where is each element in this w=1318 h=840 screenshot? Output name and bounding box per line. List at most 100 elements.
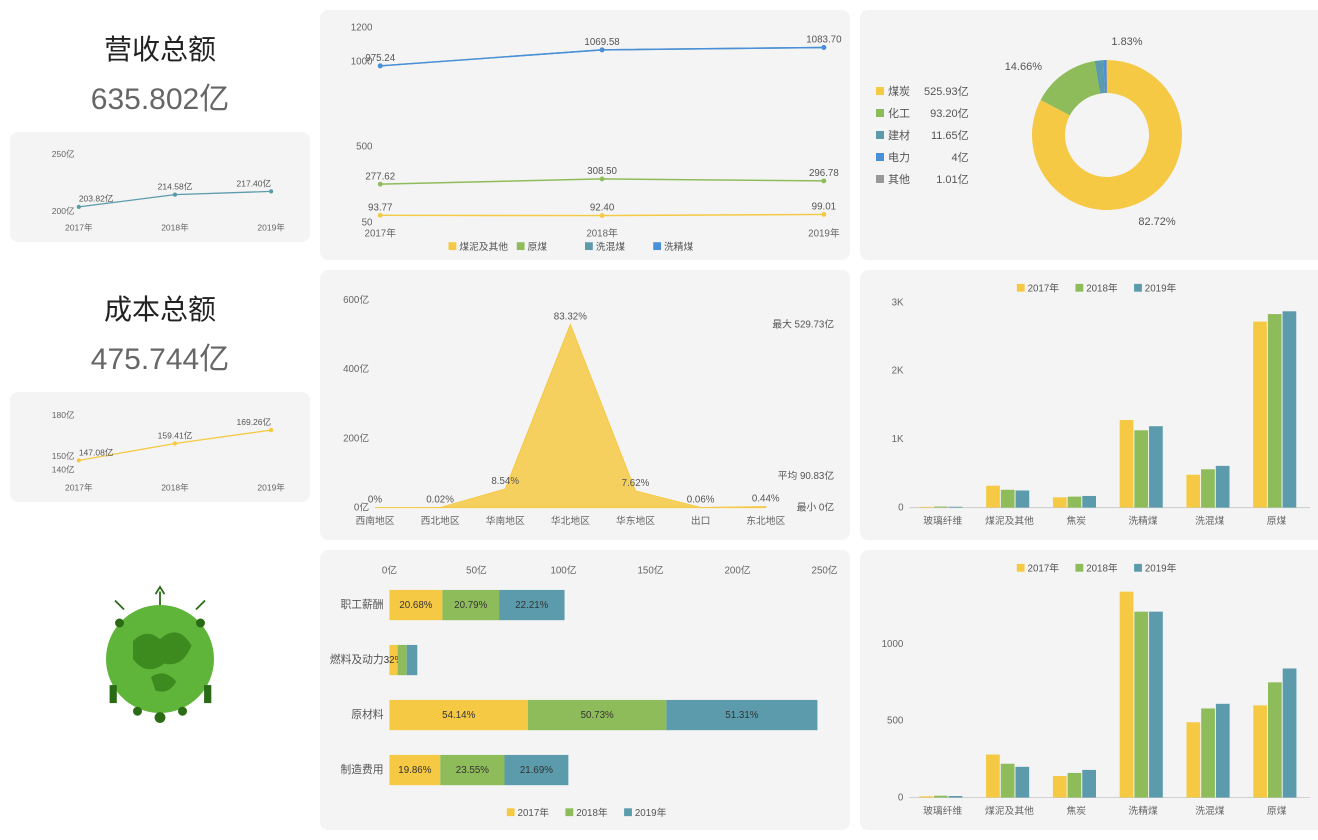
svg-text:玻璃纤维: 玻璃纤维 bbox=[923, 514, 962, 527]
svg-text:0%: 0% bbox=[368, 495, 382, 506]
svg-text:原煤: 原煤 bbox=[1267, 514, 1287, 527]
svg-text:19.86%: 19.86% bbox=[398, 765, 431, 776]
svg-text:99.01: 99.01 bbox=[812, 202, 836, 213]
svg-text:华北地区: 华北地区 bbox=[551, 514, 590, 527]
svg-text:0亿: 0亿 bbox=[382, 564, 397, 577]
globe-icon bbox=[70, 560, 250, 740]
svg-text:2017年: 2017年 bbox=[1028, 282, 1060, 295]
svg-text:煤泥及其他: 煤泥及其他 bbox=[985, 804, 1034, 817]
svg-text:93.77: 93.77 bbox=[368, 202, 392, 213]
svg-text:洗精煤: 洗精煤 bbox=[1128, 804, 1158, 817]
svg-text:洗精煤: 洗精煤 bbox=[1128, 514, 1157, 527]
svg-text:2019年: 2019年 bbox=[635, 806, 667, 819]
svg-text:最小 0亿: 最小 0亿 bbox=[797, 501, 835, 514]
svg-text:50.73%: 50.73% bbox=[581, 710, 614, 721]
svg-text:2017年: 2017年 bbox=[365, 226, 397, 239]
svg-text:200亿: 200亿 bbox=[52, 205, 75, 216]
svg-text:原材料: 原材料 bbox=[351, 708, 384, 721]
svg-text:500: 500 bbox=[356, 141, 373, 152]
svg-text:洗混煤: 洗混煤 bbox=[1195, 804, 1225, 817]
svg-text:51.31%: 51.31% bbox=[725, 710, 758, 721]
svg-text:214.58亿: 214.58亿 bbox=[158, 180, 193, 191]
svg-text:华东地区: 华东地区 bbox=[616, 514, 655, 527]
kpi1-title: 营收总额 bbox=[10, 28, 310, 68]
svg-text:250亿: 250亿 bbox=[52, 148, 75, 159]
svg-text:20.68%: 20.68% bbox=[399, 600, 432, 611]
mini-chart-revenue: 250亿200亿203.82亿214.58亿217.40亿2017年2018年2… bbox=[10, 132, 310, 242]
svg-text:2019年: 2019年 bbox=[808, 226, 840, 239]
svg-text:100亿: 100亿 bbox=[550, 564, 576, 577]
svg-text:140亿: 140亿 bbox=[52, 464, 75, 475]
svg-text:1K: 1K bbox=[892, 434, 904, 445]
svg-text:0: 0 bbox=[898, 792, 904, 803]
svg-text:20.79%: 20.79% bbox=[454, 600, 487, 611]
svg-text:3K: 3K bbox=[892, 297, 904, 308]
svg-text:玻璃纤维: 玻璃纤维 bbox=[923, 804, 962, 817]
svg-text:217.40亿: 217.40亿 bbox=[236, 177, 271, 188]
svg-text:2017年: 2017年 bbox=[1028, 562, 1060, 575]
svg-text:200亿: 200亿 bbox=[343, 431, 369, 444]
svg-text:0: 0 bbox=[898, 503, 904, 514]
svg-text:煤泥及其他: 煤泥及其他 bbox=[459, 240, 508, 252]
svg-text:原煤: 原煤 bbox=[1267, 804, 1287, 817]
donut-card: 煤炭525.93亿化工93.20亿建材11.65亿电力4亿其他1.01亿 82.… bbox=[860, 10, 1318, 260]
svg-text:煤泥及其他: 煤泥及其他 bbox=[985, 514, 1034, 527]
svg-text:2K: 2K bbox=[892, 366, 904, 377]
svg-text:150亿: 150亿 bbox=[637, 564, 663, 577]
svg-text:308.50: 308.50 bbox=[587, 166, 617, 177]
svg-text:200亿: 200亿 bbox=[725, 564, 751, 577]
svg-text:7.62%: 7.62% bbox=[622, 478, 650, 489]
svg-text:华南地区: 华南地区 bbox=[486, 514, 525, 527]
svg-text:147.08亿: 147.08亿 bbox=[79, 446, 114, 457]
svg-text:出口: 出口 bbox=[691, 514, 711, 527]
svg-text:54.14%: 54.14% bbox=[442, 710, 475, 721]
svg-text:2018年: 2018年 bbox=[161, 222, 189, 233]
svg-text:2019年: 2019年 bbox=[1145, 282, 1177, 295]
svg-text:500: 500 bbox=[887, 716, 904, 727]
svg-text:150亿: 150亿 bbox=[52, 450, 75, 461]
svg-text:22.21%: 22.21% bbox=[515, 600, 548, 611]
svg-text:2018年: 2018年 bbox=[1086, 282, 1118, 295]
svg-text:50亿: 50亿 bbox=[466, 564, 487, 577]
svg-text:50: 50 bbox=[362, 218, 373, 229]
svg-text:2017年: 2017年 bbox=[65, 482, 93, 493]
svg-text:职工薪酬: 职工薪酬 bbox=[341, 599, 384, 611]
bars1-card: 3K2K1K0玻璃纤维煤泥及其他焦炭洗精煤洗混煤原煤2017年2018年2019… bbox=[860, 270, 1318, 540]
line-chart-card: 120010005005093.7792.4099.01277.62308.50… bbox=[320, 10, 850, 260]
svg-text:西南地区: 西南地区 bbox=[355, 514, 394, 527]
svg-text:西北地区: 西北地区 bbox=[421, 514, 460, 527]
left-col-2: 成本总额 475.744亿 180亿 150亿 140亿 147.08亿 159.41亿… bbox=[10, 270, 310, 540]
svg-text:23.55%: 23.55% bbox=[456, 765, 489, 776]
svg-text:8.54%: 8.54% bbox=[491, 476, 519, 487]
svg-text:2019年: 2019年 bbox=[1145, 562, 1177, 575]
svg-text:制造费用: 制造费用 bbox=[341, 763, 384, 776]
svg-text:1.83%: 1.83% bbox=[1111, 36, 1142, 48]
svg-text:平均 90.83亿: 平均 90.83亿 bbox=[778, 469, 835, 482]
kpi-cost: 成本总额 475.744亿 bbox=[10, 270, 310, 378]
svg-text:1200: 1200 bbox=[351, 23, 373, 34]
svg-text:2019年: 2019年 bbox=[257, 222, 285, 233]
kpi2-title: 成本总额 bbox=[10, 288, 310, 328]
svg-text:203.82亿: 203.82亿 bbox=[79, 193, 114, 204]
svg-text:159.41亿: 159.41亿 bbox=[158, 429, 193, 440]
left-col-1: 营收总额 635.802亿 250亿 200亿 203.82亿 214.58亿 217.… bbox=[10, 10, 310, 260]
kpi1-value: 635.802亿 bbox=[10, 74, 310, 118]
svg-text:洗精煤: 洗精煤 bbox=[664, 240, 693, 252]
svg-text:2019年: 2019年 bbox=[257, 482, 285, 493]
kpi-revenue: 营收总额 635.802亿 bbox=[10, 10, 310, 118]
svg-text:原煤: 原煤 bbox=[527, 240, 547, 252]
svg-text:洗混煤: 洗混煤 bbox=[596, 240, 625, 252]
svg-text:0.02%: 0.02% bbox=[426, 495, 454, 506]
svg-text:600亿: 600亿 bbox=[343, 293, 369, 306]
svg-text:1000: 1000 bbox=[882, 639, 904, 650]
hbar-card: 0亿50亿100亿150亿200亿250亿职工薪酬20.68%20.79%22.… bbox=[320, 550, 850, 830]
svg-text:2018年: 2018年 bbox=[576, 806, 608, 819]
svg-text:焦炭: 焦炭 bbox=[1067, 514, 1087, 527]
svg-text:180亿: 180亿 bbox=[52, 409, 75, 420]
svg-text:21.69%: 21.69% bbox=[520, 765, 553, 776]
svg-text:1083.70: 1083.70 bbox=[806, 35, 842, 46]
svg-text:1069.58: 1069.58 bbox=[584, 37, 619, 48]
svg-text:燃料及动力: 燃料及动力 bbox=[330, 653, 384, 666]
svg-text:92.40: 92.40 bbox=[590, 203, 615, 214]
svg-text:2018年: 2018年 bbox=[586, 226, 618, 239]
